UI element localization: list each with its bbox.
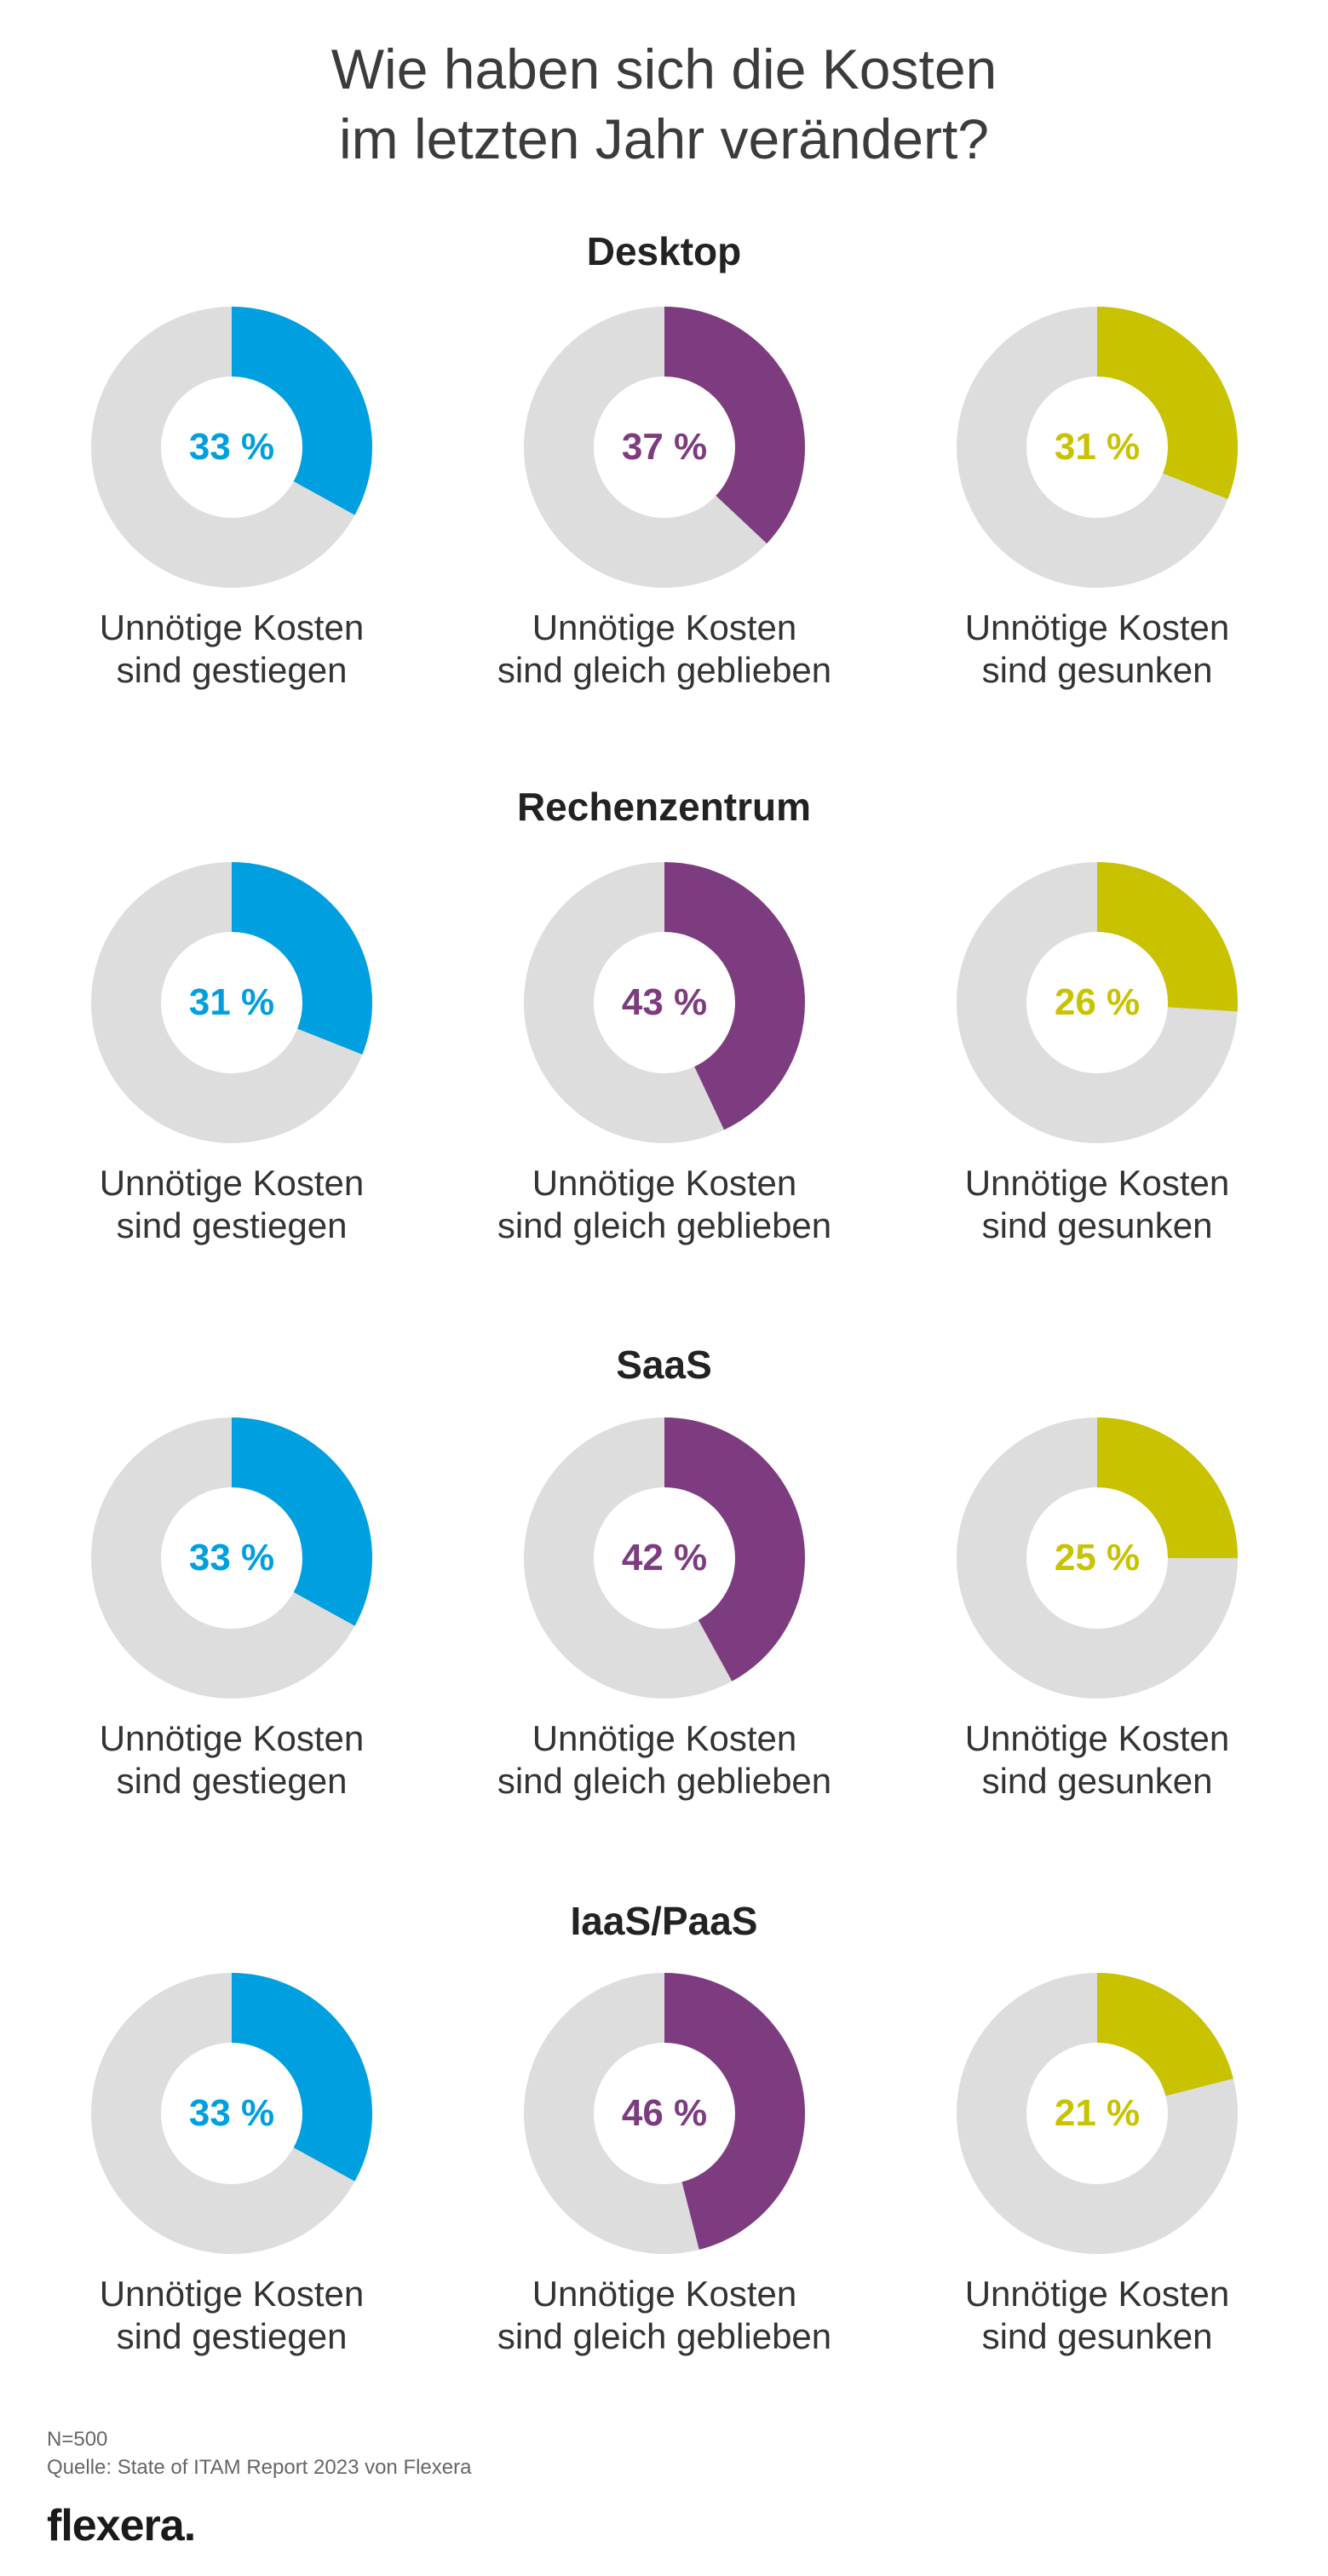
category-label-line1: Unnötige Kosten — [99, 2274, 365, 2314]
donut-svg — [957, 862, 1238, 1143]
percent-label: 33 % — [188, 1537, 275, 1578]
category-label-line2: sind gesunken — [981, 1205, 1213, 1245]
donut-slice-increased — [91, 307, 372, 588]
logo-dot: . — [183, 2501, 196, 2550]
category-label-line2: sind gestiegen — [116, 1205, 348, 1245]
donut-svg — [91, 1417, 372, 1699]
donut-increased: 33 % — [91, 1417, 372, 1699]
category-label-decreased: Unnötige Kosten sind gesunken — [884, 2273, 1310, 2358]
category-label-same: Unnötige Kosten sind gleich geblieben — [451, 607, 877, 692]
category-label-line2: sind gleich geblieben — [497, 2316, 832, 2356]
percent-label: 42 % — [621, 1537, 708, 1578]
donut-slice-decreased — [957, 307, 1238, 588]
source-note: Quelle: State of ITAM Report 2023 von Fl… — [47, 2456, 472, 2479]
category-label-line2: sind gesunken — [981, 650, 1213, 690]
percent-label: 37 % — [621, 426, 708, 468]
donut-slice-same — [524, 862, 805, 1143]
category-label-line1: Unnötige Kosten — [99, 607, 365, 647]
category-label-line2: sind gleich geblieben — [497, 650, 832, 690]
percent-label: 33 % — [188, 2092, 275, 2134]
category-label-line1: Unnötige Kosten — [964, 2274, 1230, 2314]
category-label-line1: Unnötige Kosten — [532, 1163, 797, 1203]
flexera-logo: flexera. — [47, 2500, 196, 2551]
donut-slice-increased — [91, 862, 372, 1143]
donut-decreased: 26 % — [957, 862, 1238, 1143]
chart-title: Wie haben sich die Kosten im letzten Jah… — [0, 34, 1328, 174]
category-label-line2: sind gestiegen — [116, 650, 348, 690]
donut-slice-increased — [91, 1973, 372, 2254]
category-label-line1: Unnötige Kosten — [532, 607, 797, 647]
category-label-increased: Unnötige Kosten sind gestiegen — [19, 607, 445, 692]
chart-title-line2: im letzten Jahr verändert? — [338, 107, 990, 170]
donut-slice-same — [524, 1417, 805, 1699]
donut-same: 37 % — [524, 307, 805, 588]
percent-label: 26 % — [1054, 981, 1141, 1023]
section-title: SaaS — [616, 1343, 712, 1387]
donut-svg — [91, 1973, 372, 2254]
donut-slice-increased — [91, 1417, 372, 1699]
category-label-line1: Unnötige Kosten — [532, 1718, 797, 1758]
category-label-line2: sind gleich geblieben — [497, 1761, 832, 1801]
donut-svg — [91, 307, 372, 588]
percent-label: 25 % — [1054, 1537, 1141, 1578]
percent-label: 21 % — [1054, 2092, 1141, 2134]
donut-increased: 31 % — [91, 862, 372, 1143]
donut-slice-decreased — [957, 1973, 1238, 2254]
category-label-same: Unnötige Kosten sind gleich geblieben — [451, 1162, 877, 1247]
donut-svg — [524, 1973, 805, 2254]
percent-label: 31 % — [1054, 426, 1141, 468]
donut-svg — [524, 307, 805, 588]
donut-svg — [957, 1973, 1238, 2254]
donut-slice-decreased — [957, 862, 1238, 1143]
category-label-line1: Unnötige Kosten — [964, 1163, 1230, 1203]
donut-slice-same — [524, 307, 805, 588]
category-label-line1: Unnötige Kosten — [964, 607, 1230, 647]
donut-svg — [957, 1417, 1238, 1699]
category-label-decreased: Unnötige Kosten sind gesunken — [884, 607, 1310, 692]
donut-increased: 33 % — [91, 1973, 372, 2254]
category-label-same: Unnötige Kosten sind gleich geblieben — [451, 1717, 877, 1803]
category-label-line1: Unnötige Kosten — [99, 1163, 365, 1203]
chart-title-line1: Wie haben sich die Kosten — [331, 37, 997, 101]
donut-same: 43 % — [524, 862, 805, 1143]
category-label-decreased: Unnötige Kosten sind gesunken — [884, 1162, 1310, 1247]
donut-same: 46 % — [524, 1973, 805, 2254]
category-label-line1: Unnötige Kosten — [532, 2274, 797, 2314]
donut-slice-decreased — [957, 1417, 1238, 1699]
category-label-increased: Unnötige Kosten sind gestiegen — [19, 1717, 445, 1803]
percent-label: 31 % — [188, 981, 275, 1023]
category-label-line1: Unnötige Kosten — [964, 1718, 1230, 1758]
category-label-line2: sind gesunken — [981, 2316, 1213, 2356]
percent-label: 46 % — [621, 2092, 708, 2134]
donut-decreased: 21 % — [957, 1973, 1238, 2254]
category-label-increased: Unnötige Kosten sind gestiegen — [19, 2273, 445, 2358]
donut-increased: 33 % — [91, 307, 372, 588]
donut-svg — [957, 307, 1238, 588]
section-title: Desktop — [586, 229, 742, 273]
category-label-increased: Unnötige Kosten sind gestiegen — [19, 1162, 445, 1247]
donut-svg — [524, 862, 805, 1143]
donut-slice-same — [524, 1973, 805, 2254]
category-label-line2: sind gleich geblieben — [497, 1205, 832, 1245]
section-title: IaaS/PaaS — [570, 1899, 758, 1943]
category-label-line2: sind gesunken — [981, 1761, 1213, 1801]
sample-size: N=500 — [47, 2428, 108, 2451]
logo-text: flexera — [47, 2501, 185, 2550]
category-label-decreased: Unnötige Kosten sind gesunken — [884, 1717, 1310, 1803]
category-label-line2: sind gestiegen — [116, 2316, 348, 2356]
donut-svg — [91, 862, 372, 1143]
donut-svg — [524, 1417, 805, 1699]
percent-label: 43 % — [621, 981, 708, 1023]
donut-same: 42 % — [524, 1417, 805, 1699]
percent-label: 33 % — [188, 426, 275, 468]
category-label-same: Unnötige Kosten sind gleich geblieben — [451, 2273, 877, 2358]
donut-decreased: 31 % — [957, 307, 1238, 588]
donut-decreased: 25 % — [957, 1417, 1238, 1699]
category-label-line1: Unnötige Kosten — [99, 1718, 365, 1758]
category-label-line2: sind gestiegen — [116, 1761, 348, 1801]
section-title: Rechenzentrum — [516, 785, 812, 829]
